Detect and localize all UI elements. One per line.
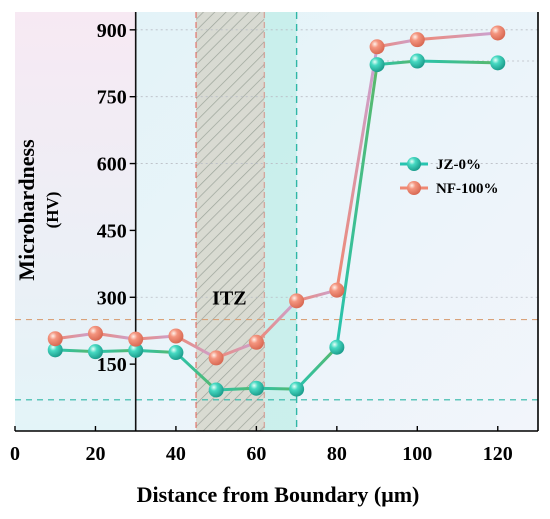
highlight-regions <box>195 12 297 431</box>
legend-label-0: JZ-0% <box>436 157 481 173</box>
series-0-segment-3 <box>174 351 218 392</box>
x-tick-label-6: 120 <box>483 443 513 465</box>
series-1-segment-5 <box>254 299 299 344</box>
series-1-segment-3 <box>174 334 218 360</box>
series-1-point-5 <box>248 334 264 350</box>
axis-titles: Distance from Boundary (μm) Microhardnes… <box>14 139 419 507</box>
series-1-point-0 <box>47 331 63 347</box>
series-0-point-10 <box>490 55 506 71</box>
y-axis-unit: (HV) <box>43 192 62 229</box>
x-tick-label-3: 60 <box>246 443 266 465</box>
x-tick-label-1: 20 <box>85 443 105 465</box>
y-tick-label-3: 600 <box>97 154 127 176</box>
y-tick-label-1: 300 <box>97 287 127 309</box>
y-tick-label-4: 750 <box>97 87 127 109</box>
x-axis-title: Distance from Boundary (μm) <box>137 482 420 507</box>
legend-marker-0 <box>407 157 421 171</box>
series-0-point-8 <box>369 57 385 73</box>
series-points <box>47 25 506 398</box>
annotation-0: ITZ <box>212 287 246 309</box>
series-1-point-8 <box>369 39 385 55</box>
x-tick-label-2: 40 <box>166 443 186 465</box>
series-0-point-4 <box>208 382 224 398</box>
x-tick-label-5: 100 <box>402 443 432 465</box>
series-1-point-1 <box>87 325 103 341</box>
series-0-point-7 <box>329 339 345 355</box>
series-0-segment-6 <box>295 345 339 391</box>
series-0-point-1 <box>87 344 103 360</box>
series-1-segment-7 <box>335 45 379 292</box>
series-1-segment-9 <box>415 31 500 42</box>
series-0-point-3 <box>168 345 184 361</box>
series-1-point-4 <box>208 350 224 366</box>
legend-label-1: NF-100% <box>436 181 499 197</box>
itz-hatched-region <box>196 12 265 431</box>
series-0-segment-9 <box>415 59 500 65</box>
left-panel-background <box>15 12 136 431</box>
series-1-point-7 <box>329 282 345 298</box>
series-1-point-9 <box>409 32 425 48</box>
y-axis-title: Microhardness <box>14 139 39 281</box>
y-tick-label-2: 450 <box>97 220 127 242</box>
series-0-point-2 <box>128 342 144 358</box>
tick-labels: 0 20 40 60 80 100 120 150 300 450 600 750 900 <box>10 20 513 465</box>
x-tick-label-0: 0 <box>10 443 20 465</box>
legend-marker-1 <box>407 181 421 195</box>
y-tick-label-0: 150 <box>97 354 127 376</box>
series-1-point-3 <box>168 328 184 344</box>
annotations: ITZ <box>212 287 246 309</box>
legend: JZ-0% NF-100% <box>400 157 499 197</box>
series-0-segment-7 <box>335 63 379 349</box>
series-0-point-5 <box>248 380 264 396</box>
series-0-point-6 <box>289 381 305 397</box>
y-tick-label-5: 900 <box>97 20 127 42</box>
x-tick-label-4: 80 <box>327 443 347 465</box>
teal-band-region <box>264 12 297 431</box>
series-0-point-9 <box>409 53 425 69</box>
series-1-point-6 <box>289 293 305 309</box>
series-1-point-10 <box>490 25 506 41</box>
axes <box>15 12 539 432</box>
series-1-point-2 <box>128 331 144 347</box>
series-0-point-0 <box>47 342 63 358</box>
